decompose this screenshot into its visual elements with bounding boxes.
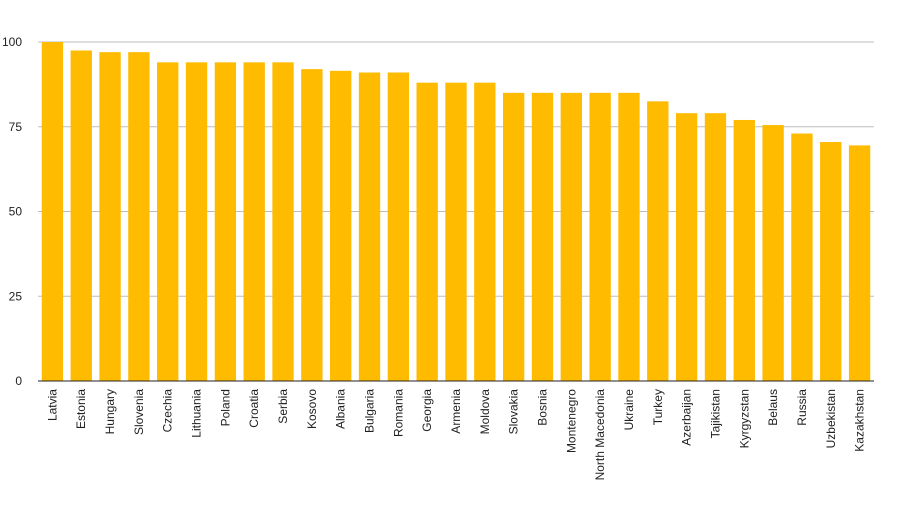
x-tick-label: Belaus bbox=[766, 389, 780, 426]
x-tick-label: Slovenia bbox=[132, 389, 146, 435]
bar-moldova bbox=[474, 82, 496, 382]
y-tick-label: 50 bbox=[9, 205, 23, 219]
bar-croatia bbox=[243, 62, 265, 382]
bar-estonia bbox=[70, 50, 92, 381]
x-tick-label: Lithuania bbox=[190, 389, 204, 438]
x-tick-label: Tajikistan bbox=[708, 389, 722, 438]
bar-kosovo bbox=[301, 69, 323, 382]
x-tick-label: Kyrgyzstan bbox=[737, 389, 751, 448]
y-tick-label: 0 bbox=[15, 374, 22, 388]
bar-georgia bbox=[416, 82, 438, 382]
x-tick-label: North Macedonia bbox=[593, 389, 607, 481]
x-tick-label: Bosnia bbox=[535, 389, 549, 426]
x-tick-label: Romania bbox=[391, 389, 405, 437]
x-tick-label: Croatia bbox=[247, 389, 261, 428]
bar-montenegro bbox=[560, 92, 582, 381]
x-tick-label: Ukraine bbox=[622, 389, 636, 431]
bar-ukraine bbox=[618, 92, 640, 381]
bar-bosnia bbox=[531, 92, 554, 381]
bar-serbia bbox=[272, 62, 294, 382]
y-tick-label: 25 bbox=[9, 289, 23, 303]
bar-azerbaijan bbox=[675, 113, 698, 381]
x-tick-label: Latvia bbox=[45, 389, 59, 421]
x-tick-label: Estonia bbox=[74, 389, 88, 429]
bar-armenia bbox=[445, 82, 467, 382]
x-tick-label: Kazakhstan bbox=[853, 389, 867, 452]
y-tick-label: 75 bbox=[9, 120, 23, 134]
x-tick-label: Kosovo bbox=[305, 389, 319, 429]
bar-tajikistan bbox=[704, 113, 727, 381]
x-tick-label: Hungary bbox=[103, 389, 117, 434]
x-tick-label: Czechia bbox=[161, 389, 175, 433]
bar-north-macedonia bbox=[589, 92, 611, 381]
bar-slovenia bbox=[128, 52, 150, 382]
bar-turkey bbox=[647, 101, 669, 381]
x-tick-label: Turkey bbox=[651, 389, 665, 425]
x-tick-label: Armenia bbox=[449, 389, 463, 434]
x-tick-label: Montenegro bbox=[564, 389, 578, 453]
x-tick-label: Azerbaijan bbox=[680, 389, 694, 446]
bar-poland bbox=[214, 62, 237, 382]
bar-czechia bbox=[157, 62, 179, 382]
x-tick-label: Moldova bbox=[478, 389, 492, 435]
bar-slovakia bbox=[502, 92, 525, 381]
bar-kazakhstan bbox=[848, 145, 871, 381]
x-tick-label: Bulgaria bbox=[363, 389, 377, 433]
x-tick-label: Serbia bbox=[276, 389, 290, 424]
x-tick-label: Uzbekistan bbox=[824, 389, 838, 448]
bar-romania bbox=[387, 72, 410, 381]
bar-lithuania bbox=[185, 62, 208, 382]
bar-albania bbox=[330, 70, 352, 381]
x-axis-labels: Latvia Estonia Hungary Slovenia Czechia Lithu… bbox=[45, 389, 866, 481]
bar-uzbekistan bbox=[820, 142, 842, 381]
y-tick-label: 100 bbox=[2, 35, 22, 49]
x-tick-label: Poland bbox=[218, 389, 232, 426]
x-tick-label: Albania bbox=[334, 389, 348, 429]
bar-kyrgyzstan bbox=[733, 119, 755, 381]
x-tick-label: Slovakia bbox=[507, 389, 521, 435]
bar-latvia bbox=[41, 42, 64, 381]
bars bbox=[41, 42, 871, 382]
x-tick-label: Georgia bbox=[420, 389, 434, 432]
bar-bulgaria bbox=[358, 72, 381, 381]
bar-russia bbox=[791, 133, 813, 381]
y-axis-ticks: 0 25 50 75 100 bbox=[2, 35, 22, 388]
x-tick-label: Russia bbox=[795, 389, 809, 426]
bar-belaus bbox=[762, 125, 784, 382]
bar-hungary bbox=[99, 52, 121, 382]
